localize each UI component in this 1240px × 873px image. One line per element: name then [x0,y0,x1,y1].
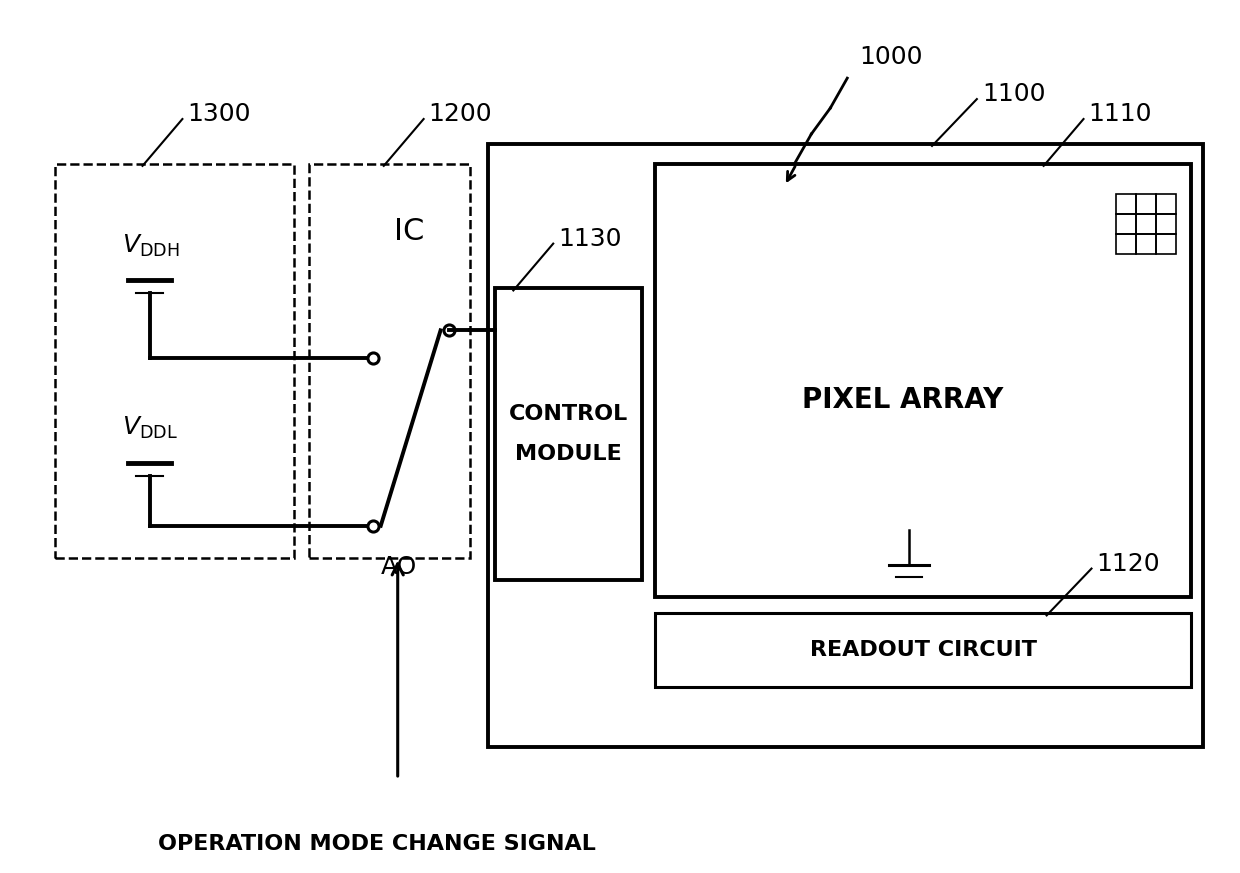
Bar [496,288,642,580]
Text: CONTROL: CONTROL [508,404,627,424]
Bar [1156,234,1177,253]
Text: READOUT CIRCUIT: READOUT CIRCUIT [810,640,1037,660]
Bar [1136,214,1156,234]
Bar [1156,214,1177,234]
Bar [55,164,294,558]
Text: $V_{\mathrm{DDL}}$: $V_{\mathrm{DDL}}$ [122,415,177,441]
Text: MODULE: MODULE [515,444,621,464]
Bar [1116,194,1136,214]
Text: AO: AO [381,554,417,579]
Text: 1110: 1110 [1089,102,1152,126]
Text: 1120: 1120 [1096,552,1161,575]
Bar [309,164,470,558]
Text: $V_{\mathrm{DDH}}$: $V_{\mathrm{DDH}}$ [122,232,179,259]
Text: OPERATION MODE CHANGE SIGNAL: OPERATION MODE CHANGE SIGNAL [159,834,596,854]
Bar [655,614,1192,687]
Text: 1000: 1000 [859,45,923,69]
Bar [1116,234,1136,253]
Bar [1156,194,1177,214]
Bar [489,144,1203,747]
Text: 1300: 1300 [187,102,250,126]
Text: 1100: 1100 [982,82,1045,107]
Text: 1200: 1200 [429,102,492,126]
Text: IC: IC [394,217,425,246]
Bar [1116,214,1136,234]
Bar [655,164,1192,597]
Text: 1130: 1130 [558,227,621,251]
Bar [1136,234,1156,253]
Text: PIXEL ARRAY: PIXEL ARRAY [802,386,1004,414]
Bar [1136,194,1156,214]
